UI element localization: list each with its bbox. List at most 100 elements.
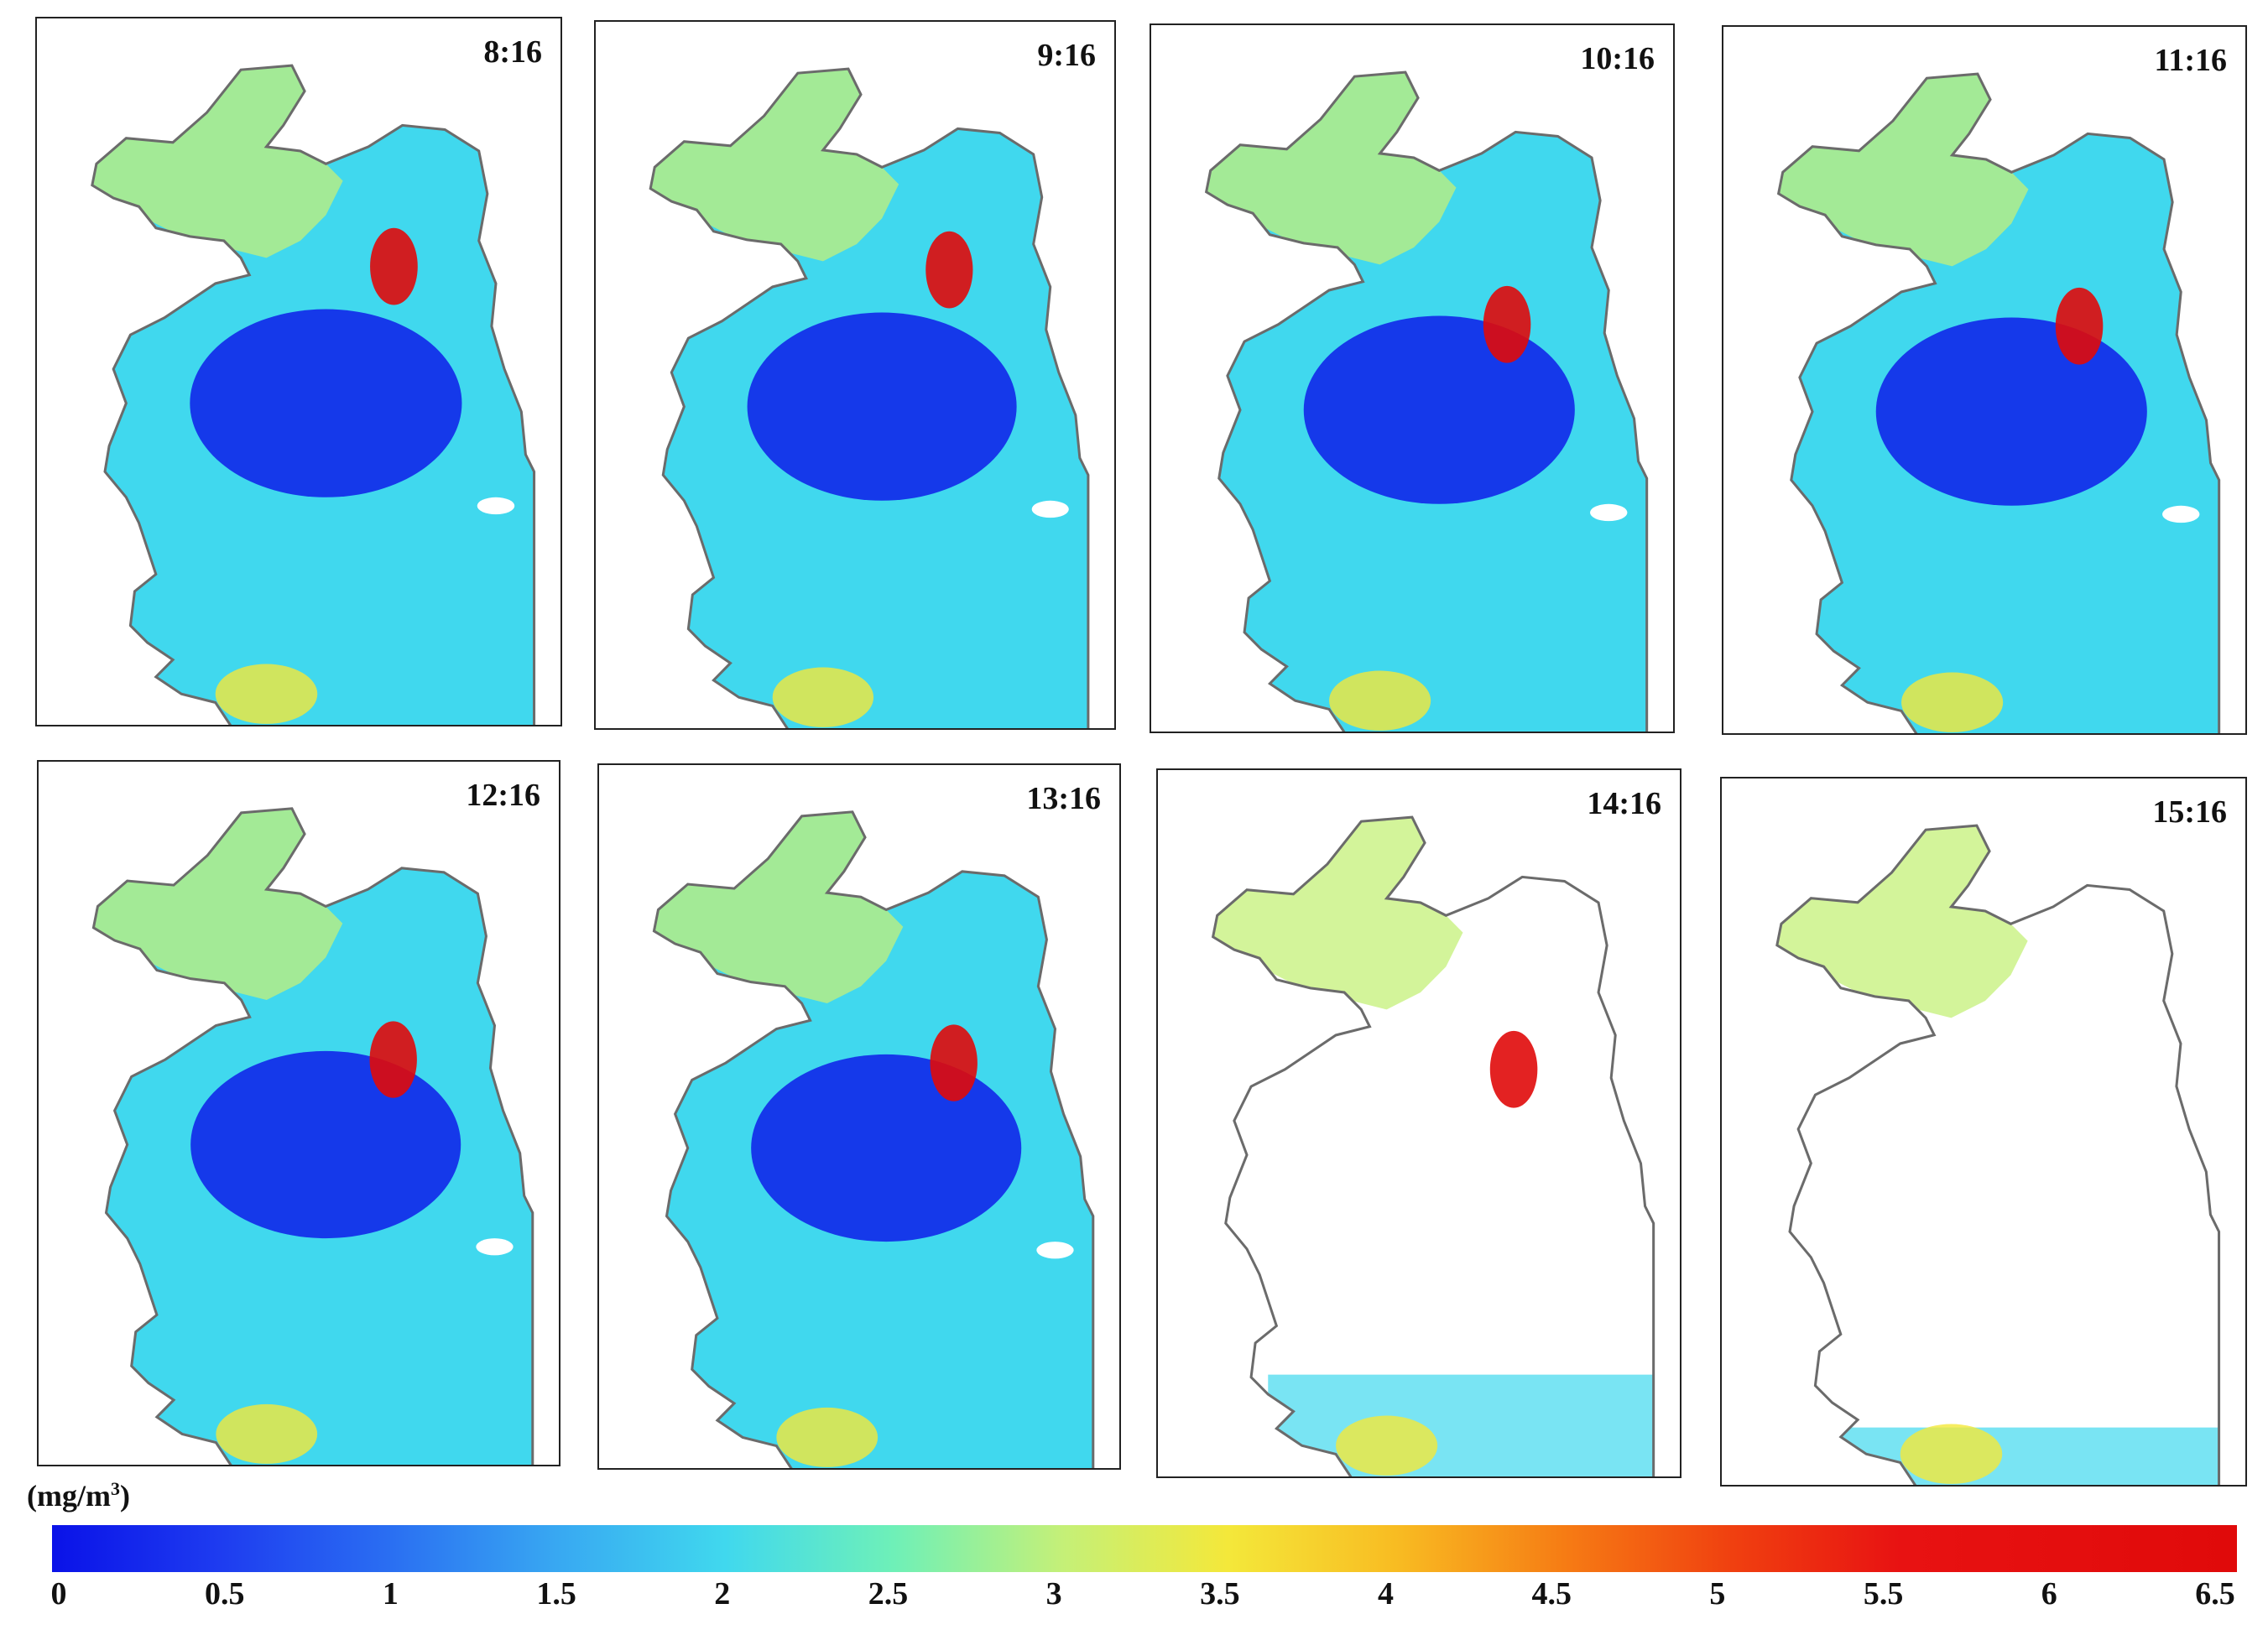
south-band bbox=[1832, 1427, 2219, 1485]
map-layers bbox=[1204, 70, 1649, 732]
south-high-patch bbox=[216, 1403, 318, 1464]
chlorophyll-field bbox=[1206, 72, 1647, 732]
map-layers bbox=[649, 67, 1090, 728]
map-layers bbox=[652, 810, 1095, 1468]
north-basin-bloom bbox=[93, 808, 343, 1001]
lake-map bbox=[1204, 70, 1649, 732]
colorbar-tick-label: 2 bbox=[714, 1576, 731, 1612]
colorbar-tick-label: 4 bbox=[1378, 1576, 1395, 1612]
timestamp-label: 11:16 bbox=[2154, 43, 2227, 78]
south-band bbox=[1261, 529, 1647, 732]
east-hotspot bbox=[2055, 287, 2104, 365]
south-high-patch bbox=[1901, 672, 2004, 732]
south-band bbox=[147, 523, 534, 725]
map-layers bbox=[91, 64, 536, 725]
colorbar-tick-label: 5 bbox=[1709, 1576, 1726, 1612]
central-low-patch bbox=[747, 312, 1017, 501]
map-layers bbox=[1776, 72, 2221, 733]
north-basin-bloom bbox=[1206, 72, 1457, 265]
lake-map bbox=[1211, 815, 1655, 1476]
colorbar-tick-label: 4.5 bbox=[1531, 1576, 1572, 1612]
map-panel-1516: 15:16 bbox=[1720, 777, 2247, 1487]
lake-map bbox=[649, 67, 1090, 728]
colorbar-tick-label: 6.5 bbox=[2195, 1576, 2235, 1612]
south-high-patch bbox=[776, 1407, 879, 1467]
map-panel-0916: 9:16 bbox=[594, 20, 1116, 730]
map-panel-1316: 13:16 bbox=[597, 763, 1121, 1470]
south-high-patch bbox=[772, 667, 874, 727]
unit-exponent: 3 bbox=[110, 1478, 120, 1499]
north-basin-bloom bbox=[1778, 74, 2029, 267]
timestamp-label: 13:16 bbox=[1026, 781, 1101, 816]
east-hotspot bbox=[370, 227, 418, 305]
colorbar-unit-label: (mg/m3) bbox=[27, 1478, 130, 1513]
east-hotspot bbox=[930, 1024, 978, 1101]
north-basin-bloom bbox=[1212, 817, 1463, 1010]
south-band bbox=[1833, 531, 2219, 733]
lake-map bbox=[91, 64, 536, 725]
island bbox=[476, 1238, 514, 1256]
coastline bbox=[91, 64, 536, 725]
map-layers bbox=[91, 807, 534, 1465]
timestamp-label: 14:16 bbox=[1587, 786, 1661, 821]
lake-map bbox=[91, 807, 534, 1465]
colorbar-tick-label: 3.5 bbox=[1200, 1576, 1240, 1612]
coastline bbox=[1776, 72, 2221, 733]
timestamp-label: 8:16 bbox=[483, 34, 542, 70]
chlorophyll-field bbox=[650, 69, 1088, 728]
north-basin-bloom bbox=[91, 65, 343, 258]
north-basin-bloom bbox=[654, 811, 904, 1004]
map-layers bbox=[1775, 824, 2221, 1485]
east-hotspot bbox=[369, 1021, 417, 1098]
chlorophyll-field bbox=[91, 65, 534, 725]
east-hotspot bbox=[1483, 285, 1531, 363]
central-low-patch bbox=[190, 309, 462, 497]
central-low-patch bbox=[1303, 315, 1575, 504]
south-band bbox=[705, 526, 1088, 728]
colorbar-tick-label: 0.5 bbox=[204, 1576, 245, 1612]
island bbox=[477, 497, 515, 515]
central-low-patch bbox=[751, 1054, 1022, 1242]
chlorophyll-field bbox=[1776, 825, 2219, 1485]
colorbar-tick-label: 0 bbox=[50, 1576, 67, 1612]
island bbox=[1590, 503, 1628, 522]
central-low-patch bbox=[1875, 317, 2147, 506]
central-low-patch bbox=[190, 1050, 461, 1239]
chlorophyll-field bbox=[93, 808, 533, 1465]
south-band bbox=[148, 1263, 533, 1465]
coastline bbox=[91, 807, 534, 1465]
colorbar-tick-label: 2.5 bbox=[868, 1576, 909, 1612]
south-high-patch bbox=[1329, 670, 1431, 731]
coastline bbox=[1204, 70, 1649, 732]
east-hotspot bbox=[1489, 1030, 1538, 1108]
colorbar-tick-label: 1 bbox=[382, 1576, 399, 1612]
island bbox=[1036, 1242, 1074, 1259]
south-band bbox=[1268, 1374, 1654, 1476]
north-basin-bloom bbox=[650, 69, 899, 262]
lake-map bbox=[652, 810, 1095, 1468]
south-high-patch bbox=[1900, 1424, 2003, 1484]
lake-map bbox=[1775, 824, 2221, 1485]
north-basin-bloom bbox=[1776, 825, 2028, 1018]
chlorophyll-field bbox=[654, 811, 1093, 1468]
map-panel-0816: 8:16 bbox=[35, 17, 562, 726]
island bbox=[1597, 1248, 1635, 1267]
coastline bbox=[652, 810, 1095, 1468]
chlorophyll-field bbox=[1778, 74, 2219, 733]
east-hotspot bbox=[925, 231, 973, 309]
colorbar bbox=[52, 1525, 2237, 1572]
timestamp-label: 12:16 bbox=[466, 778, 540, 813]
map-panel-1216: 12:16 bbox=[37, 760, 560, 1466]
map-panel-1016: 10:16 bbox=[1150, 23, 1675, 733]
coastline bbox=[1211, 815, 1655, 1476]
colorbar-tick-label: 5.5 bbox=[1863, 1576, 1904, 1612]
island bbox=[2162, 505, 2200, 523]
unit-prefix: (mg/m bbox=[27, 1479, 111, 1513]
coastline bbox=[649, 67, 1090, 728]
timestamp-label: 9:16 bbox=[1037, 38, 1096, 73]
island bbox=[1031, 500, 1069, 518]
timestamp-label: 15:16 bbox=[2152, 794, 2227, 830]
unit-suffix: ) bbox=[119, 1479, 130, 1513]
chlorophyll-field bbox=[1212, 817, 1654, 1476]
lake-map bbox=[1776, 72, 2221, 733]
